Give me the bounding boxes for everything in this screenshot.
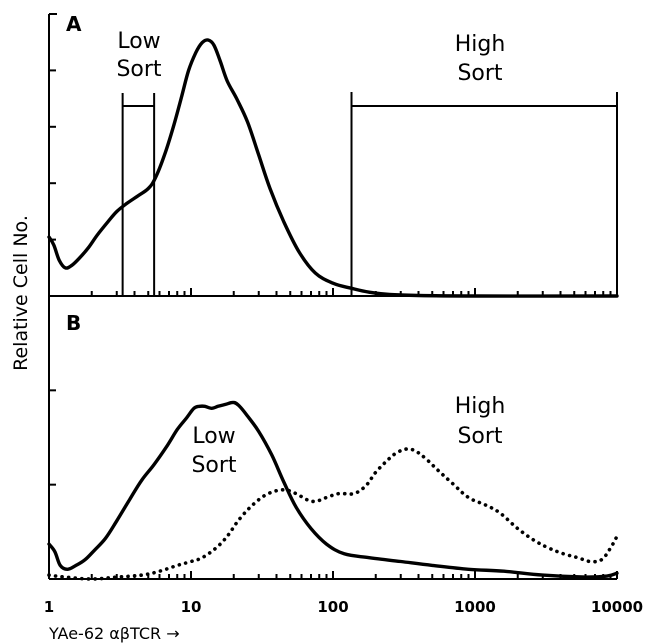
panel-b-high-sort-label-line2: Sort — [457, 424, 502, 449]
panel-b: B Low Sort High Sort — [47, 296, 619, 581]
panel-a-low-sort-label-line2: Sort — [116, 57, 161, 82]
panel-b-y-ticks — [49, 389, 56, 486]
x-tick-label: 10 — [181, 598, 202, 616]
panel-b-low-sort-label-line1: Low — [192, 424, 235, 449]
panel-b-high-sort-curve — [47, 447, 619, 581]
panel-a-high-sort-label-line1: High — [455, 32, 506, 57]
panel-a-high-sort-label-line2: Sort — [457, 61, 502, 86]
x-tick-labels: 1 10 100 1000 10000 — [44, 598, 643, 616]
panel-a: A Low Sort High Sort — [47, 12, 619, 298]
panel-a-label: A — [66, 12, 82, 36]
x-tick-label: 10000 — [591, 598, 643, 616]
panel-b-label: B — [66, 311, 81, 335]
panel-b-high-sort-label-line1: High — [455, 394, 506, 419]
panel-a-x-ticks — [48, 288, 618, 296]
y-axis-label: Relative Cell No. — [10, 215, 32, 371]
panel-b-low-sort-curve — [47, 400, 619, 579]
x-tick-label: 100 — [317, 598, 348, 616]
x-axis-label: YAe-62 αβTCR → — [48, 624, 180, 643]
panel-a-y-ticks — [49, 69, 56, 241]
x-tick-label: 1 — [44, 598, 54, 616]
x-tick-label: 1000 — [454, 598, 496, 616]
panel-a-gates — [121, 92, 618, 296]
panel-a-histogram-curve — [47, 38, 619, 298]
panel-a-low-sort-label-line1: Low — [117, 29, 160, 54]
panel-b-low-sort-label-line2: Sort — [191, 453, 236, 478]
